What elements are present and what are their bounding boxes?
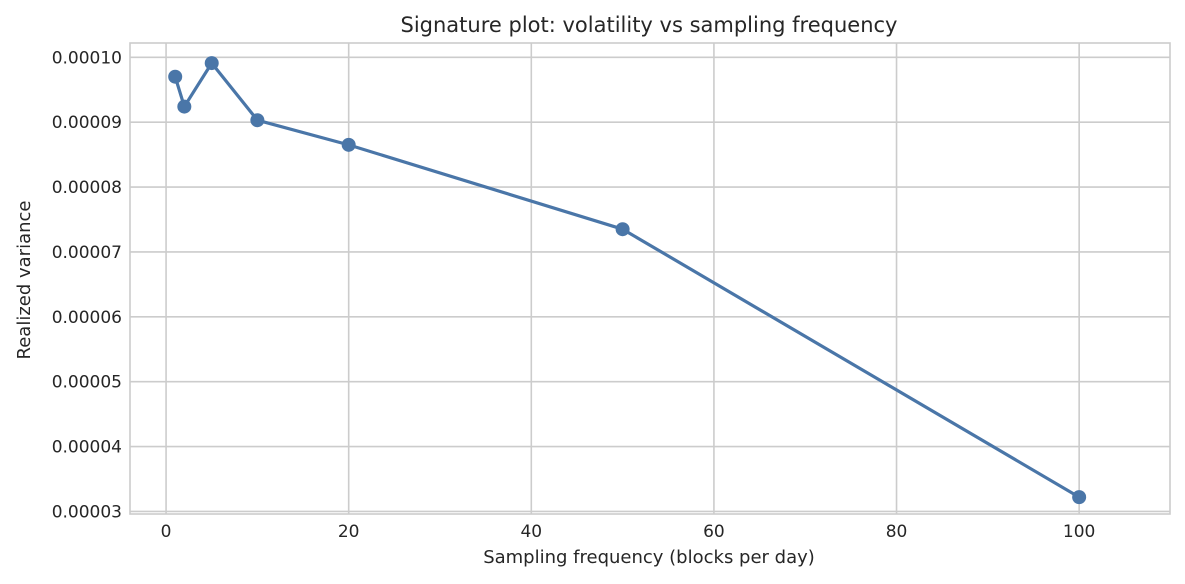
data-point: [1072, 490, 1087, 505]
y-tick-label: 0.00010: [52, 48, 122, 68]
y-tick-label: 0.00009: [52, 113, 122, 133]
x-tick-label: 60: [703, 522, 725, 542]
x-axis-label: Sampling frequency (blocks per day): [483, 547, 815, 568]
y-tick-label: 0.00003: [52, 502, 122, 522]
x-tick-label: 40: [520, 522, 542, 542]
y-tick-label: 0.00008: [52, 178, 122, 198]
y-tick-label: 0.00005: [52, 373, 122, 393]
data-point: [250, 113, 265, 128]
x-tick-label: 100: [1063, 522, 1095, 542]
series-line: [173, 61, 1081, 499]
series-layer: [168, 56, 1087, 505]
data-point: [168, 69, 183, 84]
y-axis-label: Realized variance: [14, 201, 35, 360]
chart-title: Signature plot: volatility vs sampling f…: [401, 13, 898, 37]
x-axis-ticks: 0 20 40 60 80 100: [161, 522, 1096, 542]
grid: [130, 43, 1170, 514]
data-point: [177, 99, 192, 114]
x-tick-label: 80: [886, 522, 908, 542]
data-point: [341, 137, 356, 152]
plot-frame: [129, 42, 1171, 515]
y-axis-ticks: 0.00003 0.00004 0.00005 0.00006 0.00007 0.000…: [52, 48, 122, 522]
data-point: [615, 222, 630, 237]
data-point: [204, 56, 219, 71]
y-tick-label: 0.00004: [52, 438, 122, 458]
y-tick-label: 0.00007: [52, 243, 122, 263]
x-tick-label: 0: [161, 522, 172, 542]
x-tick-label: 20: [338, 522, 360, 542]
y-tick-label: 0.00006: [52, 308, 122, 328]
